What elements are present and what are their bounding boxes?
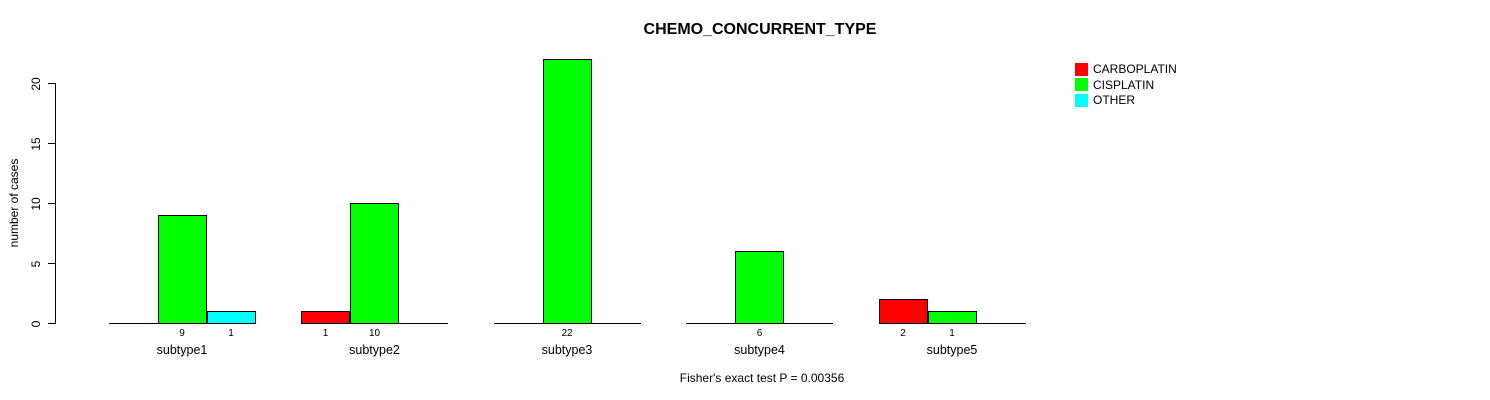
legend-swatch-icon bbox=[1075, 93, 1088, 107]
legend-swatch-icon bbox=[1075, 78, 1088, 91]
bar-value-label: 1 bbox=[228, 328, 234, 339]
legend-item-cisplatin: CISPLATIN bbox=[1075, 78, 1177, 92]
bar-subtype5-carboplatin bbox=[878, 299, 928, 324]
legend-item-label: OTHER bbox=[1093, 93, 1135, 107]
y-tick-label: 5 bbox=[29, 260, 43, 267]
bar-subtype4-cisplatin bbox=[735, 251, 784, 324]
legend-item-other: OTHER bbox=[1075, 93, 1177, 107]
y-tick-mark bbox=[48, 323, 55, 324]
category-label-subtype4: subtype4 bbox=[734, 343, 785, 357]
legend-item-label: CISPLATIN bbox=[1093, 77, 1155, 92]
y-axis-label: number of cases bbox=[7, 158, 21, 248]
bar-value-label: 6 bbox=[756, 328, 763, 339]
category-label-subtype2: subtype2 bbox=[349, 343, 400, 357]
legend: CARBOPLATIN CISPLATIN OTHER bbox=[1075, 62, 1177, 109]
legend-swatch-icon bbox=[1075, 62, 1088, 76]
bar-subtype3-cisplatin bbox=[542, 59, 592, 324]
legend-item-label: CARBOPLATIN bbox=[1093, 62, 1177, 76]
legend-item-carboplatin: CARBOPLATIN bbox=[1075, 62, 1177, 76]
category-label-subtype1: subtype1 bbox=[156, 343, 208, 357]
bar-subtype2-cisplatin bbox=[350, 203, 399, 324]
bar-value-label: 10 bbox=[368, 328, 381, 339]
category-label-subtype3: subtype3 bbox=[541, 343, 593, 357]
category-label-subtype5: subtype5 bbox=[926, 343, 978, 357]
y-tick-label: 0 bbox=[29, 320, 43, 327]
bar-subtype5-cisplatin bbox=[927, 311, 977, 324]
bar-value-label: 2 bbox=[900, 328, 906, 339]
bar-value-label: 9 bbox=[179, 328, 185, 339]
y-tick-mark bbox=[48, 143, 55, 144]
y-axis-line bbox=[55, 83, 56, 324]
bar-value-label: 22 bbox=[561, 328, 573, 339]
bar-value-label: 1 bbox=[949, 328, 955, 339]
bar-value-label: 1 bbox=[322, 328, 329, 339]
y-tick-label: 10 bbox=[29, 196, 43, 211]
bar-subtype1-other bbox=[206, 311, 256, 324]
y-tick-label: 15 bbox=[29, 136, 43, 151]
fisher-test-annotation: Fisher's exact test P = 0.00356 bbox=[679, 371, 845, 385]
y-tick-mark bbox=[48, 263, 55, 264]
bar-subtype1-cisplatin bbox=[157, 215, 207, 324]
y-tick-mark bbox=[48, 203, 55, 204]
chart-title: CHEMO_CONCURRENT_TYPE bbox=[643, 21, 877, 38]
y-tick-mark bbox=[48, 83, 55, 84]
bar-subtype2-carboplatin bbox=[301, 311, 350, 324]
y-tick-label: 20 bbox=[29, 76, 43, 91]
